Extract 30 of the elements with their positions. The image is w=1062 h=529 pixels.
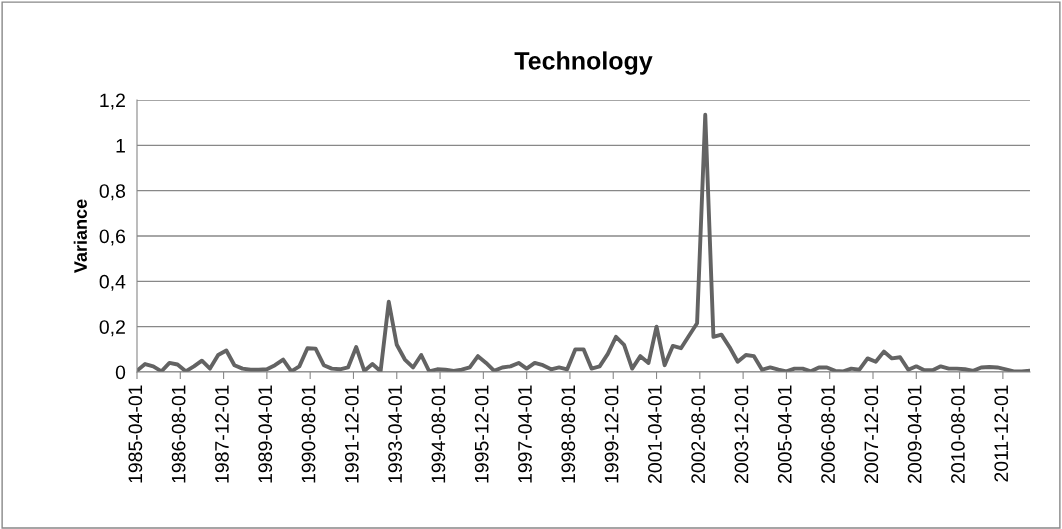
y-tick-label: 0,2 [99,320,125,337]
x-tick-label: 2010-08-01 [951,385,965,483]
x-tick-label: 1985-04-01 [128,385,143,483]
x-tick-label: 2003-12-01 [734,385,749,483]
x-tick-label: 1987-12-01 [215,385,229,483]
x-tick-label: 1991-12-01 [344,385,359,483]
chart-title: Technology [514,51,653,75]
x-tick-label: 1999-12-01 [604,385,619,483]
x-tick-label: 1990-08-01 [301,385,316,483]
x-tick-label: 2011-12-01 [994,385,1009,482]
x-tick-label: 1993-04-01 [388,385,402,483]
y-tick-label: 1 [116,139,125,153]
y-tick-label: 0,8 [99,184,126,201]
x-tick-label: 1995-12-01 [474,385,489,483]
x-tick-label: 2002-08-01 [691,385,706,483]
x-tick-label: 2001-04-01 [647,385,662,483]
y-axis-title: Variance [73,199,87,274]
x-tick-label: 1997-04-01 [518,385,532,483]
x-tick-label: 1989-04-01 [258,385,273,483]
x-tick-label: 1998-08-01 [561,385,576,483]
x-tick-label: 2007-12-01 [864,385,879,483]
x-tick-label: 2006-08-01 [821,385,835,483]
y-tick-label: 0,4 [99,274,126,291]
x-tick-label: 1994-08-01 [431,385,446,483]
y-tick-label: 0,6 [99,229,126,246]
y-tick-label: 1,2 [100,93,125,110]
x-tick-label: 2005-04-01 [777,385,792,483]
y-tick-label: 0 [115,365,126,380]
x-tick-label: 1986-08-01 [171,385,186,483]
x-tick-label: 2009-04-01 [907,385,922,483]
